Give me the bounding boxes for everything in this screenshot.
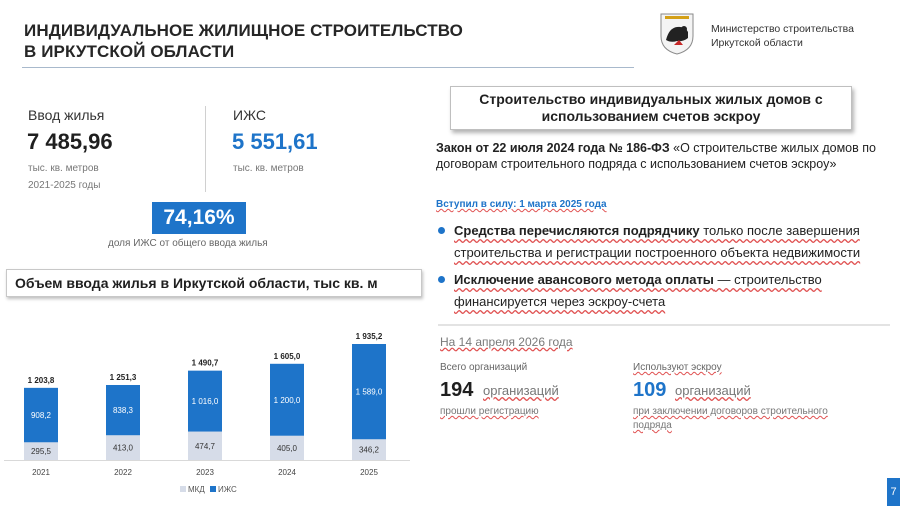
orgs-escrow-unit: организаций: [675, 383, 751, 398]
bullet1-text: только после завершения строительства и …: [454, 223, 861, 260]
bar-izhs-2024: [270, 363, 304, 436]
housing-period: 2021-2025 годы: [28, 180, 101, 191]
bar-mkd-2023: [188, 431, 222, 460]
data-label-mkd-2021: 295,5: [31, 447, 52, 456]
as-of-date: На 14 апреля 2026 года: [440, 335, 573, 349]
total-label-2024: 1 605,0: [274, 352, 301, 361]
effective-date: Вступил в силу: 1 марта 2025 года: [436, 199, 607, 210]
bar-izhs-2021: [24, 387, 58, 443]
orgs-escrow-note-line2: подряда: [633, 420, 672, 431]
title-divider: [22, 67, 634, 68]
bar-mkd-2025: [352, 439, 386, 460]
orgs-total-label: Всего организаций: [440, 362, 528, 373]
data-label-mkd-2023: 474,7: [195, 442, 216, 451]
izhs-value: 5 551,61: [232, 129, 318, 154]
x-tick-label-2023: 2023: [196, 468, 214, 477]
data-label-mkd-2022: 413,0: [113, 444, 134, 453]
orgs-total-note: прошли регистрацию: [440, 406, 539, 417]
housing-chart-svg: 295,5 908,2 1 203,8 2021 413,0 838,3 1 251,3 20…: [4, 332, 410, 494]
total-label-2023: 1 490,7: [192, 359, 219, 368]
law-reference: Закон от 22 июля 2024 года № 186-ФЗ «О с…: [436, 140, 876, 172]
irkutsk-coat-of-arms-icon: [657, 10, 697, 56]
data-label-izhs-2025: 1 589,0: [356, 388, 383, 397]
bullet2-text: — строительство финансируется через эскр…: [454, 272, 822, 309]
escrow-section-title-line2: использованием счетов эскроу: [541, 108, 761, 124]
izhs-label: ИЖС: [233, 107, 266, 123]
izhs-share-caption: доля ИЖС от общего ввода жилья: [108, 238, 268, 249]
housing-chart: 295,5 908,2 1 203,8 2021 413,0 838,3 1 251,3 20…: [0, 300, 430, 506]
housing-value: 7 485,96: [27, 129, 113, 154]
page-number: 7: [887, 478, 900, 506]
orgs-escrow-label: Используют эскроу: [633, 362, 722, 373]
data-label-mkd-2024: 405,0: [277, 444, 298, 453]
total-label-2025: 1 935,2: [356, 332, 383, 341]
bar-izhs-2023: [188, 370, 222, 432]
chart-title: Объем ввода жилья в Иркутской области, т…: [6, 269, 422, 297]
izhs-unit: тыс. кв. метров: [233, 163, 304, 174]
bullet-item-advance: Исключение авансового метода оплаты — ст…: [438, 269, 878, 313]
legend-label-mkd: МКД: [188, 485, 205, 494]
escrow-section-title-line1: Строительство индивидуальных жилых домов…: [479, 91, 823, 107]
escrow-section-title: Строительство индивидуальных жилых домов…: [450, 86, 852, 130]
bar-mkd-2024: [270, 435, 304, 460]
ministry-name: Министерство строительства Иркутской обл…: [711, 22, 854, 50]
izhs-share-badge: 74,16%: [152, 202, 246, 234]
page-title-line2: В ИРКУТСКОЙ ОБЛАСТИ: [24, 42, 235, 61]
housing-label: Ввод жилья: [28, 107, 105, 123]
bar-izhs-2022: [106, 384, 140, 436]
legend-swatch-mkd: [180, 486, 186, 492]
orgs-total-value: 194: [440, 379, 474, 401]
law-description: «О строительстве жилых домов по договора…: [436, 141, 876, 171]
bullet-dot-icon: [438, 276, 445, 283]
bullet-item-funds: Средства перечисляются подрядчику только…: [438, 220, 878, 264]
bar-mkd-2022: [106, 435, 140, 460]
housing-unit: тыс. кв. метров: [28, 163, 99, 174]
section-divider: [438, 324, 890, 326]
page-title-line1: ИНДИВИДУАЛЬНОЕ ЖИЛИЩНОЕ СТРОИТЕЛЬСТВО: [24, 21, 464, 40]
data-label-izhs-2021: 908,2: [31, 411, 52, 420]
bar-izhs-2025: [352, 344, 386, 440]
legend-swatch-izhs: [210, 486, 216, 492]
law-title: Закон от 22 июля 2024 года № 186-ФЗ: [436, 141, 670, 155]
x-tick-label-2024: 2024: [278, 468, 296, 477]
total-label-2021: 1 203,8: [28, 376, 55, 385]
x-tick-label-2025: 2025: [360, 468, 378, 477]
total-label-2022: 1 251,3: [110, 373, 137, 382]
page-title: ИНДИВИДУАЛЬНОЕ ЖИЛИЩНОЕ СТРОИТЕЛЬСТВО В …: [24, 20, 463, 62]
orgs-total-unit: организаций: [483, 383, 559, 398]
bullet2-bold: Исключение авансового метода оплаты: [454, 272, 714, 287]
data-label-izhs-2024: 1 200,0: [274, 396, 301, 405]
bullet-dot-icon: [438, 227, 445, 234]
legend-label-izhs: ИЖС: [218, 485, 237, 494]
data-label-mkd-2025: 346,2: [359, 446, 380, 455]
ministry-line1: Министерство строительства: [711, 23, 854, 35]
stats-divider: [205, 106, 206, 192]
bullet1-bold: Средства перечисляются подрядчику: [454, 223, 700, 238]
bar-mkd-2021: [24, 442, 58, 460]
orgs-escrow-value: 109: [633, 379, 667, 401]
orgs-escrow-note-line1: при заключении договоров строительного: [633, 406, 828, 417]
data-label-izhs-2023: 1 016,0: [192, 397, 219, 406]
ministry-line2: Иркутской области: [711, 37, 803, 49]
data-label-izhs-2022: 838,3: [113, 406, 134, 415]
x-tick-label-2022: 2022: [114, 468, 132, 477]
x-tick-label-2021: 2021: [32, 468, 50, 477]
